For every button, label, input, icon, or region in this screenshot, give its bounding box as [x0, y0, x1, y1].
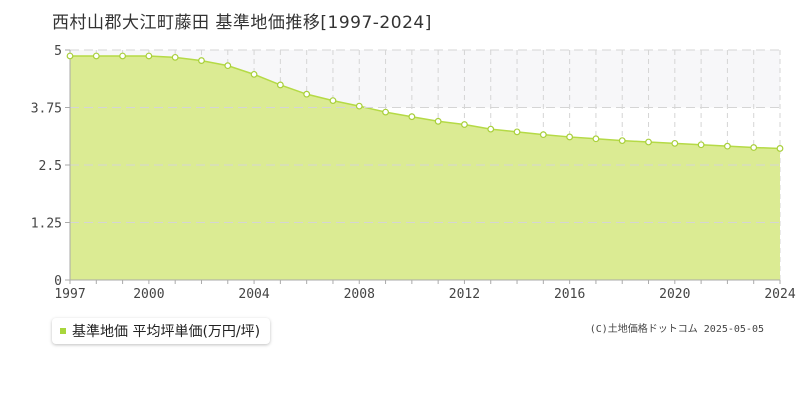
- y-tick-label: 5: [54, 44, 62, 59]
- y-tick-label: 3.75: [31, 102, 62, 117]
- data-point: [198, 57, 205, 64]
- data-point: [119, 52, 126, 60]
- legend-label: 基準地価 平均坪単価(万円/坪): [72, 324, 261, 340]
- data-point: [408, 113, 416, 121]
- data-point: [355, 102, 363, 110]
- data-point: [671, 139, 679, 147]
- data-point: [145, 52, 153, 60]
- data-point: [461, 121, 468, 128]
- data-point: [566, 133, 574, 141]
- x-tick-label: 2000: [133, 287, 164, 302]
- data-point: [92, 52, 100, 60]
- x-tick-label: 2024: [764, 287, 795, 302]
- data-point: [487, 125, 495, 133]
- data-point: [382, 108, 389, 116]
- data-point: [750, 144, 758, 151]
- data-point: [434, 117, 442, 125]
- data-point: [539, 131, 547, 139]
- y-tick-label: 1.25: [31, 217, 62, 232]
- x-tick-label: 2020: [659, 287, 690, 302]
- x-tick-label: 1997: [54, 287, 85, 302]
- x-tick-label: 2016: [554, 287, 585, 302]
- data-point: [250, 70, 258, 78]
- data-point: [776, 145, 784, 152]
- data-point: [618, 137, 626, 145]
- data-point: [66, 52, 74, 60]
- x-tick-label: 2004: [238, 287, 269, 302]
- y-tick-label: 0: [54, 274, 62, 289]
- series-area: [70, 55, 780, 281]
- data-point: [303, 90, 311, 98]
- data-point: [724, 142, 731, 150]
- legend: 基準地価 平均坪単価(万円/坪): [52, 318, 271, 344]
- data-point: [513, 128, 521, 136]
- data-point: [171, 53, 179, 61]
- copyright-text: (C)土地価格ドットコム 2025-05-05: [589, 324, 764, 335]
- data-point: [697, 141, 705, 149]
- data-point: [224, 62, 232, 70]
- data-point: [329, 97, 337, 104]
- chart-title: 西村山郡大江町藤田 基準地価推移[1997-2024]: [52, 13, 432, 33]
- x-tick-label: 2008: [344, 287, 375, 302]
- x-tick-label: 2012: [449, 287, 480, 302]
- data-point: [645, 138, 652, 146]
- data-point: [592, 135, 600, 143]
- y-tick-label: 2.5: [39, 159, 62, 174]
- data-point: [276, 81, 284, 89]
- series-line: [70, 55, 781, 150]
- legend-marker-icon: [60, 328, 66, 334]
